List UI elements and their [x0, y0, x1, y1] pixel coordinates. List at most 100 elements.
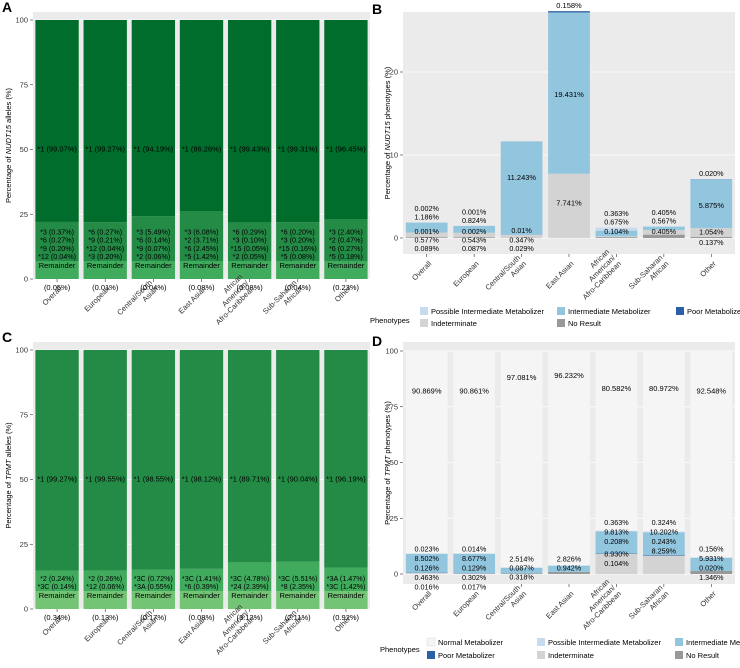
y-axis-title-gene: TPMT	[4, 458, 13, 480]
segment-intermediate-metabolizer	[548, 12, 590, 174]
bar-stack: *1 (86.26%) *3 (6.08%)*2 (3.71%)*6 (2.45%…	[179, 20, 224, 292]
minor-allele-segment	[35, 221, 79, 261]
data-label: 8.259%	[652, 546, 677, 555]
minor-allele-label: *9 (0.20%)	[40, 244, 74, 253]
x-tick-label-line: East Asian	[544, 589, 575, 620]
data-label: 0.543%	[462, 236, 487, 245]
segment-normal-metabolizer	[453, 351, 496, 554]
panel-label: B	[372, 1, 382, 17]
x-tick-label: European	[451, 259, 480, 288]
segment-normal-metabolizer	[690, 350, 733, 558]
y-axis-title-suffix: alleles (%)	[4, 422, 13, 460]
y-axis-title: Percentage of TPMT phenotypes (%)	[383, 401, 392, 525]
legend-label: Poor Metabolizer	[687, 307, 740, 316]
minor-allele-label: *12 (0.06%)	[86, 582, 124, 591]
bar-stack: *1 (99.31%) *6 (0.20%)*3 (0.20%)*15 (0.16…	[276, 20, 320, 292]
minor-allele-label: *6 (0.39%)	[185, 582, 219, 591]
y-tick-label: 10	[390, 151, 398, 160]
segment-indeterminate	[595, 553, 638, 574]
remainder-label: Remainder	[279, 591, 316, 600]
segment-normal-metabolizer	[500, 351, 543, 568]
major-allele-label: *1 (99.55%)	[85, 475, 125, 484]
y-tick-label: 0	[24, 275, 28, 284]
segment-intermediate-metabolizer	[595, 531, 638, 554]
data-label: 80.972%	[649, 384, 679, 393]
legend-label: Indeterminate	[431, 319, 477, 328]
major-allele-label: *1 (94.19%)	[134, 145, 174, 154]
data-label: 1.186%	[415, 213, 440, 222]
legend-swatch	[557, 307, 565, 315]
bar-stack: *1 (94.19%) *3 (5.49%)*6 (0.14%)*9 (0.07%…	[131, 20, 176, 292]
data-label: 10.202%	[650, 527, 679, 536]
bar-stack: *1 (89.71%) *3C (4.78%)*24 (2.39%)Remaind…	[227, 350, 272, 622]
minor-allele-label: *3 (0.20%)	[88, 252, 122, 261]
data-label: 8.677%	[462, 554, 487, 563]
bar-stack: 80.972% 0.324%10.202%0.243%8.259%	[642, 351, 685, 574]
data-label: 0.243%	[652, 537, 677, 546]
data-label: 80.582%	[602, 384, 632, 393]
minor-allele-segment	[83, 570, 127, 591]
major-allele-label: *1 (98.12%)	[182, 475, 222, 484]
y-axis-title-suffix: phenotypes (%)	[383, 401, 392, 456]
bar-stack: *1 (96.45%) *3 (2.40%)*2 (0.47%)*6 (0.27%…	[324, 20, 368, 292]
major-allele-label: *1 (90.04%)	[278, 475, 318, 484]
minor-allele-label: *3 (2.40%)	[329, 227, 363, 236]
major-allele-segment	[35, 20, 79, 222]
segment-intermediate-metabolizer	[453, 225, 496, 233]
minor-allele-label: *24 (2.39%)	[231, 582, 269, 591]
remainder-label: Remainder	[87, 261, 124, 270]
panel-label: C	[2, 329, 12, 345]
segment-no-result	[548, 571, 590, 574]
legend-label: No Result	[568, 319, 602, 328]
y-tick-label: 100	[385, 347, 398, 356]
data-label: 0.014%	[462, 545, 487, 554]
panel-c-tpmt-alleles: C Percentage of TPMT alleles (%) 0 25 50 75 10…	[2, 329, 370, 656]
data-label: 5.931%	[699, 554, 724, 563]
bar-stack: 0.020% 5.875% 1.054%0.137%	[690, 169, 733, 247]
legend-swatch	[537, 638, 545, 646]
remainder-segment	[131, 261, 176, 279]
minor-allele-label: *6 (0.29%)	[233, 227, 267, 236]
minor-allele-label: *6 (0.20%)	[281, 227, 315, 236]
minor-allele-label: *3C (0.14%)	[37, 582, 76, 591]
major-allele-label: *1 (86.26%)	[182, 145, 222, 154]
segment-possible-intermediate-metabolizer	[595, 530, 638, 532]
data-label: 96.232%	[554, 371, 584, 380]
remainder-label: Remainder	[328, 261, 365, 270]
data-label: 0.405%	[652, 227, 677, 236]
remainder-value-label: (0.13%)	[92, 613, 119, 622]
bar-stack: 90.869% 0.023%8.502%0.126%0.463%0.016%	[405, 351, 448, 592]
segment-intermediate-metabolizer	[690, 557, 733, 571]
remainder-value-label: (0.08%)	[188, 283, 215, 292]
data-label: 0.405%	[652, 208, 677, 217]
bar-stack: 0.405%0.567%0.405%	[642, 208, 685, 238]
legend-swatch	[537, 651, 545, 659]
legend-label: Poor Metabolizer	[438, 651, 495, 660]
major-allele-label: *1 (98.55%)	[134, 475, 174, 484]
data-label: 0.002%	[462, 227, 487, 236]
bar-stack: 0.363%0.675%0.104%	[595, 209, 638, 238]
bar-stack: *1 (96.19%) *3A (1.47%)*3C (1.42%)Remaind…	[324, 350, 368, 622]
bar-stack: *1 (99.43%) *6 (0.29%)*3 (0.10%)*15 (0.05…	[227, 20, 272, 292]
minor-allele-label: *12 (0.04%)	[38, 252, 76, 261]
minor-allele-label: *2 (0.26%)	[88, 574, 122, 583]
y-tick-label: 50	[20, 475, 28, 484]
remainder-segment	[35, 591, 79, 609]
segment-indeterminate	[642, 229, 685, 235]
minor-allele-label: *5 (1.42%)	[185, 252, 219, 261]
y-tick-label: 75	[390, 402, 398, 411]
minor-allele-segment	[324, 567, 368, 591]
minor-allele-label: *3C (5.51%)	[278, 574, 317, 583]
bar-stack: 0.002%1.186% 0.001%0.577%0.089%	[405, 204, 448, 253]
minor-allele-label: *3 (6.08%)	[185, 227, 219, 236]
data-label: 5.875%	[699, 201, 725, 210]
bar-stack: *1 (99.27%) *2 (0.24%)*3C (0.14%)Remainde…	[35, 350, 79, 622]
segment-indeterminate	[690, 228, 733, 237]
segment-no-result	[500, 573, 543, 574]
x-tick-label-line: Overall	[410, 589, 433, 612]
y-axis-title-gene: TPMT	[383, 454, 392, 476]
segment-indeterminate	[405, 572, 448, 574]
minor-allele-label: *3C (4.78%)	[230, 574, 269, 583]
